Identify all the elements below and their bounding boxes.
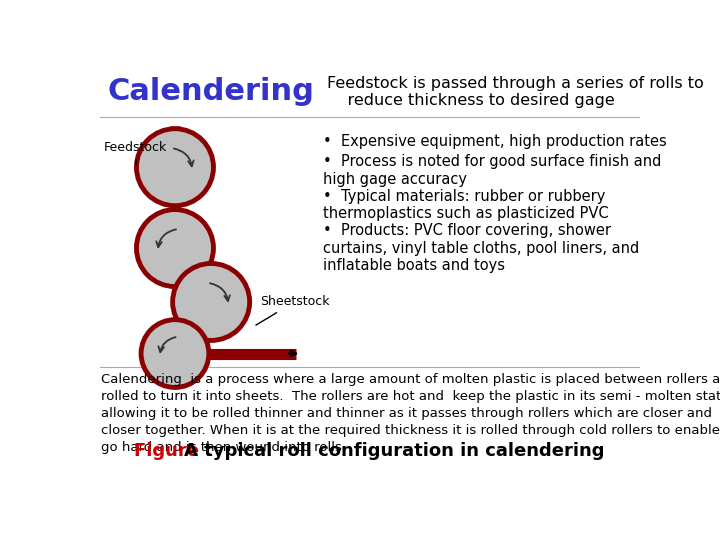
Circle shape: [137, 210, 213, 287]
Text: •  Products: PVC floor covering, shower
curtains, vinyl table cloths, pool liner: • Products: PVC floor covering, shower c…: [323, 224, 639, 273]
Circle shape: [141, 320, 209, 387]
Circle shape: [137, 129, 213, 206]
Text: •  Typical materials: rubber or rubbery
thermoplastics such as plasticized PVC: • Typical materials: rubber or rubbery t…: [323, 189, 608, 221]
Text: A typical roll configuration in calendering: A typical roll configuration in calender…: [184, 442, 605, 460]
Text: Feedstock is passed through a series of rolls to
    reduce thickness to desired: Feedstock is passed through a series of …: [327, 76, 703, 108]
Text: Sheetstock: Sheetstock: [256, 295, 329, 325]
Text: •  Expensive equipment, high production rates: • Expensive equipment, high production r…: [323, 134, 667, 149]
Text: Figure :: Figure :: [134, 442, 225, 460]
Text: •  Process is noted for good surface finish and
high gage accuracy: • Process is noted for good surface fini…: [323, 154, 661, 186]
Circle shape: [173, 264, 250, 340]
Text: Calendering  is a process where a large amount of molten plastic is placed betwe: Calendering is a process where a large a…: [101, 373, 720, 454]
Text: Feedstock: Feedstock: [104, 141, 166, 165]
Text: Calendering: Calendering: [108, 77, 315, 106]
